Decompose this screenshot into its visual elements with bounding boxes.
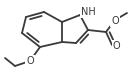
Text: NH: NH: [81, 7, 96, 17]
Text: O: O: [26, 56, 34, 66]
Text: O: O: [113, 41, 121, 51]
Text: O: O: [111, 16, 119, 26]
